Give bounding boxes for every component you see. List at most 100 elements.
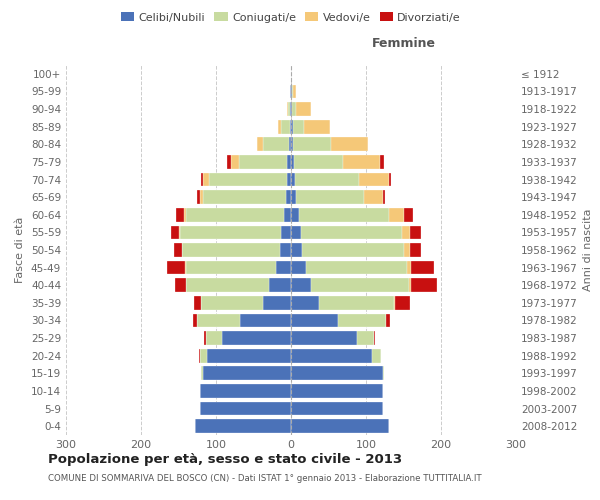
Bar bbox=[201, 172, 203, 186]
Bar bbox=[383, 190, 385, 204]
Bar bbox=[291, 226, 301, 239]
Bar bbox=[201, 366, 203, 380]
Bar bbox=[176, 208, 184, 222]
Bar bbox=[311, 278, 409, 292]
Legend: Celibi/Nubili, Coniugati/e, Vedovi/e, Divorziati/e: Celibi/Nubili, Coniugati/e, Vedovi/e, Di… bbox=[116, 8, 466, 27]
Y-axis label: Fasce di età: Fasce di età bbox=[16, 217, 25, 283]
Bar bbox=[193, 296, 201, 310]
Bar bbox=[182, 243, 280, 257]
Bar bbox=[239, 155, 287, 169]
Bar bbox=[287, 172, 291, 186]
Bar bbox=[174, 243, 182, 257]
Bar bbox=[284, 208, 291, 222]
Bar bbox=[411, 278, 437, 292]
Bar bbox=[380, 155, 384, 169]
Bar bbox=[281, 120, 290, 134]
Bar bbox=[359, 172, 389, 186]
Bar bbox=[203, 172, 209, 186]
Bar bbox=[276, 260, 291, 274]
Bar bbox=[409, 278, 411, 292]
Bar bbox=[269, 278, 291, 292]
Bar bbox=[195, 420, 291, 433]
Bar bbox=[277, 120, 281, 134]
Bar bbox=[203, 190, 286, 204]
Bar bbox=[411, 260, 433, 274]
Bar bbox=[291, 120, 293, 134]
Bar bbox=[343, 155, 380, 169]
Bar bbox=[193, 314, 197, 328]
Bar bbox=[407, 260, 411, 274]
Bar bbox=[290, 120, 291, 134]
Bar bbox=[186, 208, 284, 222]
Bar bbox=[306, 260, 407, 274]
Bar bbox=[304, 120, 330, 134]
Bar bbox=[222, 331, 291, 345]
Text: COMUNE DI SOMMARIVA DEL BOSCO (CN) - Dati ISTAT 1° gennaio 2013 - Elaborazione T: COMUNE DI SOMMARIVA DEL BOSCO (CN) - Dat… bbox=[48, 474, 482, 483]
Bar bbox=[404, 243, 409, 257]
Bar bbox=[291, 278, 311, 292]
Bar bbox=[199, 384, 291, 398]
Bar bbox=[372, 349, 381, 362]
Bar bbox=[281, 226, 291, 239]
Bar bbox=[319, 296, 394, 310]
Bar bbox=[296, 102, 311, 116]
Bar bbox=[293, 120, 304, 134]
Bar bbox=[409, 226, 421, 239]
Bar bbox=[290, 84, 291, 98]
Bar bbox=[394, 296, 395, 310]
Bar bbox=[290, 102, 291, 116]
Bar bbox=[291, 84, 292, 98]
Bar bbox=[291, 331, 357, 345]
Bar bbox=[289, 138, 291, 151]
Bar bbox=[291, 314, 337, 328]
Bar bbox=[263, 138, 289, 151]
Bar bbox=[287, 155, 291, 169]
Bar bbox=[209, 172, 287, 186]
Bar bbox=[201, 296, 263, 310]
Bar bbox=[302, 243, 404, 257]
Bar bbox=[301, 226, 402, 239]
Bar bbox=[167, 260, 185, 274]
Bar bbox=[288, 102, 290, 116]
Bar bbox=[231, 155, 239, 169]
Bar bbox=[280, 243, 291, 257]
Bar bbox=[294, 155, 343, 169]
Bar bbox=[205, 331, 222, 345]
Bar bbox=[291, 402, 383, 415]
Bar bbox=[404, 208, 413, 222]
Bar bbox=[199, 402, 291, 415]
Bar bbox=[203, 366, 291, 380]
Bar bbox=[291, 349, 372, 362]
Bar bbox=[402, 226, 409, 239]
Bar bbox=[291, 296, 319, 310]
Bar bbox=[292, 84, 293, 98]
Bar bbox=[286, 190, 291, 204]
Bar bbox=[296, 190, 364, 204]
Bar bbox=[383, 366, 384, 380]
Bar bbox=[299, 208, 389, 222]
Bar bbox=[227, 155, 231, 169]
Bar bbox=[409, 243, 421, 257]
Bar bbox=[263, 296, 291, 310]
Text: Femmine: Femmine bbox=[371, 37, 436, 50]
Bar bbox=[293, 84, 296, 98]
Bar bbox=[357, 331, 373, 345]
Bar bbox=[291, 155, 294, 169]
Y-axis label: Anni di nascita: Anni di nascita bbox=[583, 209, 593, 291]
Bar bbox=[180, 226, 281, 239]
Bar bbox=[293, 138, 331, 151]
Bar bbox=[291, 102, 292, 116]
Bar bbox=[197, 314, 240, 328]
Bar bbox=[364, 190, 383, 204]
Bar bbox=[186, 278, 269, 292]
Bar bbox=[291, 190, 296, 204]
Bar bbox=[389, 208, 404, 222]
Bar bbox=[197, 190, 199, 204]
Bar bbox=[291, 172, 295, 186]
Bar bbox=[175, 278, 186, 292]
Bar bbox=[295, 172, 359, 186]
Bar bbox=[179, 226, 180, 239]
Bar bbox=[240, 314, 291, 328]
Bar bbox=[291, 208, 299, 222]
Bar bbox=[291, 420, 389, 433]
